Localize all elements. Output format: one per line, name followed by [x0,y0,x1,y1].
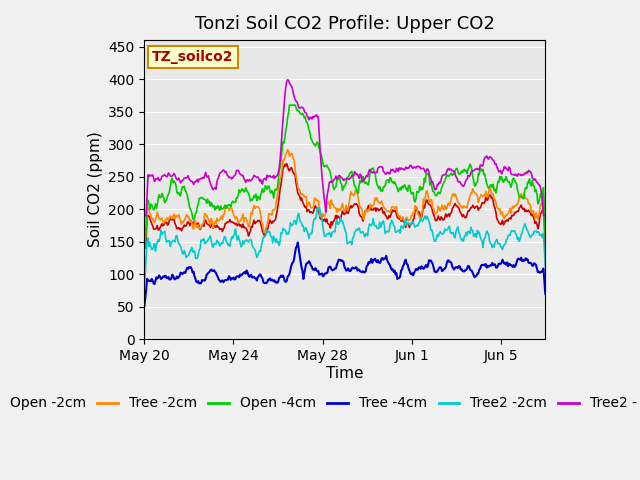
Tree2 - 4cm [541,213,549,218]
Tree -4cm [171,276,179,282]
Open -2cm [509,213,516,218]
Tree -2cm [451,191,459,197]
Tree -4cm [294,240,301,245]
Line: Tree2 - 4cm: Tree2 - 4cm [144,80,545,216]
Open -4cm [420,183,428,189]
Tree2 - 4cm [509,172,516,178]
Tree -2cm [284,147,291,153]
Tree2 -2cm [541,264,549,269]
Open -4cm [509,176,516,182]
Y-axis label: Soil CO2 (ppm): Soil CO2 (ppm) [88,132,102,248]
Tree -4cm [420,266,428,272]
Line: Open -4cm: Open -4cm [144,105,545,248]
Tree -4cm [541,291,549,297]
Open -2cm [451,203,458,208]
Tree2 - 4cm [140,213,148,218]
Tree2 - 4cm [451,168,458,174]
Tree -2cm [141,238,149,243]
Tree -2cm [541,237,549,243]
Open -2cm [459,214,467,219]
Tree -4cm [374,257,381,263]
Tree2 - 4cm [420,165,428,171]
Open -4cm [374,183,381,189]
Tree2 -2cm [314,205,321,211]
X-axis label: Time: Time [326,366,364,381]
Tree2 -2cm [140,287,148,293]
Title: Tonzi Soil CO2 Profile: Upper CO2: Tonzi Soil CO2 Profile: Upper CO2 [195,15,495,33]
Tree2 -2cm [171,239,179,245]
Line: Tree -4cm: Tree -4cm [144,242,545,306]
Tree -2cm [510,205,518,211]
Tree2 -2cm [374,226,381,231]
Tree -4cm [459,268,467,274]
Text: TZ_soilco2: TZ_soilco2 [152,50,234,64]
Open -2cm [140,245,148,251]
Tree -2cm [375,200,383,205]
Tree -4cm [451,266,458,272]
Tree -2cm [172,213,180,218]
Open -4cm [451,171,458,177]
Open -2cm [541,245,549,251]
Tree -4cm [509,264,516,270]
Open -2cm [420,203,428,208]
Open -4cm [541,235,549,241]
Line: Tree -2cm: Tree -2cm [144,150,545,240]
Tree -2cm [140,237,148,242]
Open -4cm [171,180,179,185]
Line: Tree2 -2cm: Tree2 -2cm [144,208,545,290]
Tree2 - 4cm [171,172,179,178]
Tree2 -2cm [451,234,458,240]
Open -2cm [171,220,179,226]
Tree2 -2cm [459,236,467,242]
Open -2cm [374,206,381,212]
Open -4cm [140,245,148,251]
Open -2cm [283,161,291,167]
Tree -4cm [140,303,148,309]
Tree -2cm [420,200,428,205]
Tree2 - 4cm [374,166,381,171]
Open -4cm [459,169,467,175]
Tree2 -2cm [420,216,428,222]
Tree2 - 4cm [459,183,467,189]
Open -4cm [285,102,293,108]
Tree2 - 4cm [284,77,291,83]
Line: Open -2cm: Open -2cm [144,164,545,248]
Tree -2cm [460,203,467,209]
Legend: Open -2cm, Tree -2cm, Open -4cm, Tree -4cm, Tree2 -2cm, Tree2 - 4cm: Open -2cm, Tree -2cm, Open -4cm, Tree -4… [0,391,640,416]
Tree2 -2cm [509,228,516,234]
